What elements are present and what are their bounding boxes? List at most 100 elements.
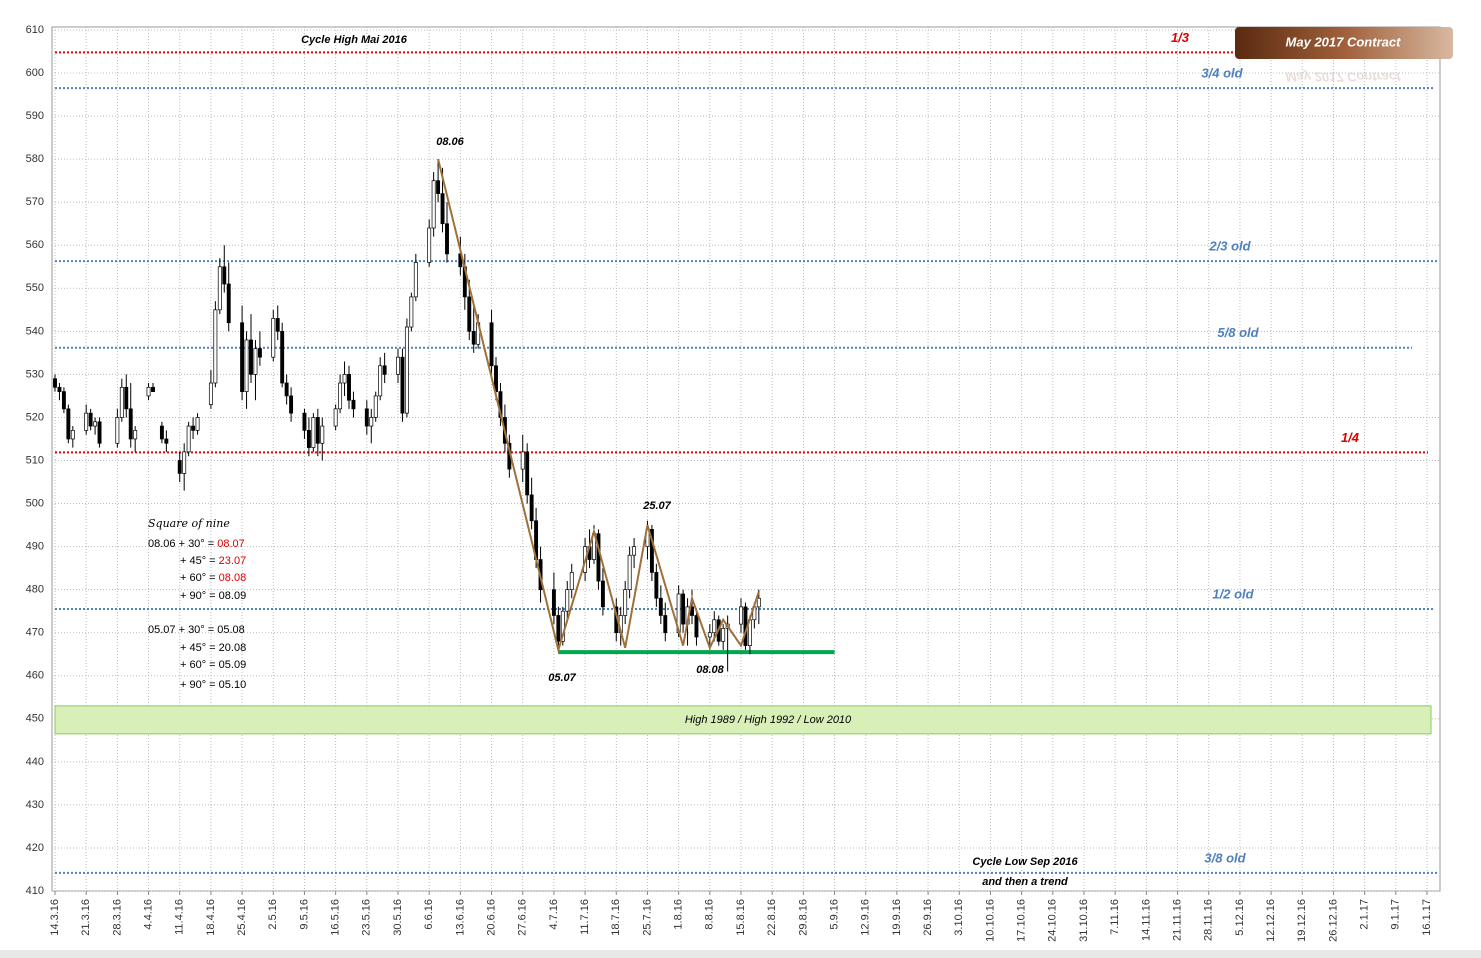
- candle-body: [520, 451, 525, 470]
- candle-body: [222, 266, 227, 285]
- sq-title: Square of nine: [148, 517, 230, 530]
- badge-reflection: May 2017 Contract: [1286, 70, 1402, 85]
- zigzag-line: [437, 158, 760, 654]
- candle-body: [177, 460, 182, 474]
- candle-body: [427, 227, 432, 263]
- candle-body: [57, 386, 62, 392]
- sq-left: + 60° =: [180, 572, 216, 584]
- x-tick-label: 4.4.16: [142, 899, 154, 930]
- annotation: Cycle Low Sep 2016: [972, 856, 1078, 868]
- x-tick-label: 19.9.16: [891, 899, 903, 936]
- x-tick-label: 30.5.16: [392, 899, 404, 936]
- candle-body: [378, 365, 383, 397]
- annotation: and then a trend: [982, 876, 1068, 888]
- candle-body: [569, 572, 574, 590]
- x-tick-label: 9.1.17: [1390, 899, 1402, 930]
- candle-body: [320, 425, 325, 444]
- candle-body: [128, 408, 133, 440]
- sq-row: + 45° = 23.07: [180, 555, 246, 567]
- candle-body: [333, 408, 338, 427]
- sq-left: + 45° =: [180, 642, 216, 654]
- candle-body: [315, 417, 320, 444]
- candle-body: [409, 296, 414, 328]
- candle-body: [195, 417, 200, 431]
- candle-body: [347, 374, 351, 401]
- x-tick-label: 11.4.16: [174, 899, 186, 935]
- x-tick-label: 23.5.16: [361, 899, 373, 936]
- candle-body: [739, 606, 743, 625]
- candle-body: [756, 597, 761, 608]
- candle-body: [133, 430, 138, 440]
- candle-body: [551, 589, 556, 616]
- x-tick-label: 14.11.16: [1140, 899, 1152, 941]
- level-label: 5/8 old: [1217, 325, 1259, 340]
- x-tick-label: 2.1.17: [1359, 899, 1371, 930]
- level-label: 3/4 old: [1201, 66, 1243, 81]
- y-tick-label: 610: [26, 24, 44, 36]
- x-tick-label: 18.4.16: [205, 899, 217, 936]
- sq-left: 05.07 + 30° =: [148, 624, 214, 636]
- candle-body: [404, 326, 409, 414]
- sq-row: + 60° = 08.08: [180, 572, 246, 584]
- candle-body: [93, 421, 98, 427]
- sq-right: 08.08: [219, 572, 247, 584]
- sq-left: 08.06 + 30° =: [148, 538, 214, 550]
- sq-row: + 45° = 20.08: [180, 642, 246, 654]
- candle-body: [240, 322, 245, 392]
- x-tick-label: 14.3.16: [49, 899, 61, 936]
- x-tick-label: 5.9.16: [828, 899, 840, 930]
- candle-body: [275, 318, 280, 332]
- x-tick-label: 16.1.17: [1421, 899, 1433, 936]
- candle-body: [600, 580, 605, 608]
- candle-body: [159, 425, 164, 440]
- candle-body: [61, 391, 66, 410]
- x-tick-label: 13.6.16: [454, 899, 466, 936]
- candle-body: [565, 589, 570, 612]
- x-tick-label: 7.11.16: [1109, 899, 1121, 935]
- candle-body: [84, 412, 89, 431]
- candle-body: [124, 386, 129, 410]
- y-tick-label: 570: [26, 196, 44, 208]
- level-label: 1/2 old: [1212, 586, 1254, 601]
- y-tick-label: 430: [26, 799, 44, 811]
- candle-body: [721, 628, 726, 642]
- x-tick-label: 24.10.16: [1047, 899, 1059, 942]
- y-tick-label: 520: [26, 411, 44, 423]
- candle-body: [445, 223, 449, 255]
- sq-left: + 45° =: [180, 555, 216, 567]
- level-label: 3/8 old: [1204, 850, 1246, 865]
- candle-body: [436, 180, 441, 194]
- y-tick-label: 440: [26, 756, 44, 768]
- x-tick-label: 16.5.16: [330, 899, 342, 936]
- sq-right: 20.08: [219, 642, 247, 654]
- candle-body: [88, 412, 93, 427]
- candle-body: [115, 417, 120, 444]
- candle-body: [226, 283, 231, 324]
- x-tick-label: 15.8.16: [735, 899, 747, 936]
- candle-body: [654, 572, 659, 599]
- y-tick-label: 420: [26, 842, 44, 854]
- candle-body: [217, 266, 222, 311]
- candle-body: [53, 378, 57, 388]
- annotation: 08.06: [436, 136, 464, 148]
- level-label: 1/3: [1171, 30, 1190, 45]
- y-tick-label: 470: [26, 627, 44, 639]
- badge-text: May 2017 Contract: [1286, 34, 1402, 49]
- x-tick-label: 21.11.16: [1171, 899, 1183, 941]
- y-tick-label: 590: [26, 110, 44, 122]
- candle-body: [627, 554, 632, 591]
- sq-left: + 90° =: [180, 590, 216, 602]
- candle-body: [623, 589, 628, 616]
- candle-body: [440, 193, 445, 225]
- candle-body: [471, 331, 476, 345]
- x-tick-label: 25.7.16: [641, 899, 653, 936]
- x-tick-label: 25.4.16: [236, 899, 248, 936]
- y-tick-label: 450: [26, 713, 44, 725]
- y-tick-label: 550: [26, 282, 44, 294]
- annotation: Cycle High Mai 2016: [301, 34, 408, 46]
- candle-body: [694, 615, 699, 638]
- x-tick-label: 29.8.16: [797, 899, 809, 936]
- annotation: 25.07: [642, 500, 671, 512]
- zone-label: High 1989 / High 1992 / Low 2010: [685, 714, 852, 726]
